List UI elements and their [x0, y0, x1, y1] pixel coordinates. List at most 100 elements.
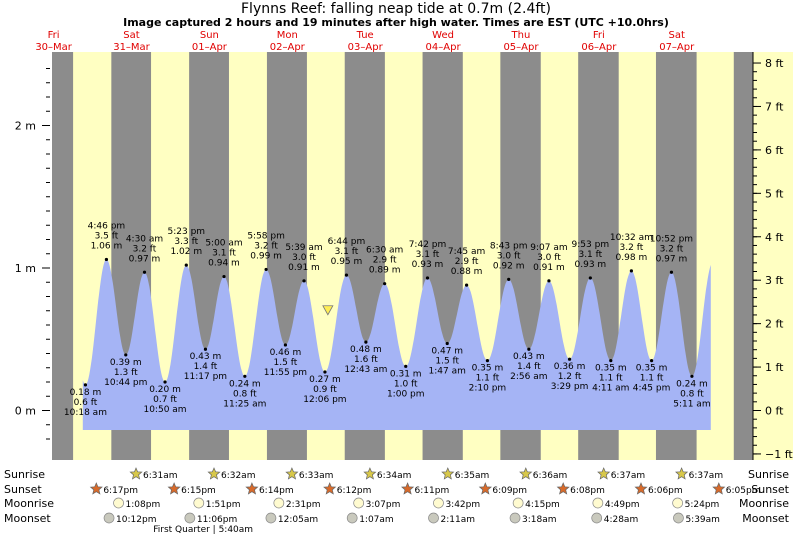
extreme-metres: 0.18 m [70, 388, 102, 398]
extreme-time: 5:00 am [205, 239, 242, 249]
moonset-row-label-right: Moonset [742, 512, 789, 525]
extreme-metres: 0.89 m [369, 266, 401, 276]
extreme-feet: 2.9 ft [455, 257, 479, 267]
extreme-feet: 3.0 ft [537, 253, 561, 263]
extreme-feet: 3.1 ft [335, 247, 359, 257]
extreme-feet: 0.9 ft [313, 385, 337, 395]
day-of-week-label: Fri [48, 30, 60, 41]
moonset-icon [184, 512, 196, 524]
extreme-point [243, 374, 247, 378]
moonset-icon [103, 512, 115, 524]
extreme-time: 8:43 pm [490, 241, 528, 251]
extreme-feet: 3.2 ft [254, 241, 278, 251]
extreme-metres: 0.95 m [331, 257, 363, 267]
extreme-point [142, 270, 147, 274]
sunset-icon [245, 482, 259, 495]
date-label: 01–Apr [192, 42, 228, 53]
moonrise-row-label-right: Moonrise [739, 497, 789, 510]
moonset-time: 5:39am [685, 515, 720, 525]
extreme-feet: 3.0 ft [292, 253, 316, 263]
extreme-time: 7:42 pm [409, 240, 447, 250]
date-label: 04–Apr [426, 42, 462, 53]
extreme-metres: 0.94 m [208, 259, 240, 269]
moonrise-icon [113, 497, 124, 509]
extreme-time: 3:29 pm [551, 382, 589, 392]
right-tick-label: −1 ft [765, 448, 793, 461]
extreme-metres: 0.97 m [129, 254, 161, 264]
axis-ticks: 0 m 1 m 2 m −1 ft 0 ft 1 ft 2 ft 3 ft 4 ft 5 ft 6 … [15, 52, 793, 461]
extreme-metres: 0.88 m [451, 267, 483, 277]
extreme-feet: 3.2 ft [660, 244, 684, 254]
extreme-metres: 0.35 m [595, 364, 627, 374]
sunrise-time: 6:35am [455, 471, 490, 481]
extreme-feet: 1.4 ft [517, 362, 541, 372]
extreme-metres: 0.43 m [513, 352, 545, 362]
extreme-point [264, 267, 268, 272]
moonrise-time: 3:42pm [445, 500, 480, 510]
moonset-icon [265, 512, 277, 524]
sunrise-time: 6:33am [299, 471, 334, 481]
extreme-point [364, 340, 368, 344]
extreme-feet: 3.2 ft [133, 244, 157, 254]
right-tick-label: 0 ft [765, 405, 784, 418]
extreme-time: 10:50 am [143, 405, 186, 415]
extreme-feet: 0.6 ft [74, 398, 98, 408]
extreme-point [547, 279, 551, 283]
sunrise-icon [285, 467, 299, 480]
left-tick-label: 0 m [15, 405, 36, 418]
sunset-row-label-left: Sunset [4, 483, 42, 496]
extreme-feet: 1.6 ft [354, 355, 378, 365]
extreme-feet: 0.8 ft [233, 389, 257, 399]
sunset-time: 6:17pm [103, 486, 138, 496]
moonrise-icon [433, 497, 444, 509]
right-tick-label: 2 ft [765, 318, 784, 331]
chart-title: Flynns Reef: falling neap tide at 0.7m (… [241, 1, 551, 17]
sunset-icon [401, 482, 415, 495]
extreme-metres: 0.92 m [493, 261, 525, 271]
extreme-metres: 0.46 m [270, 348, 302, 358]
extreme-metres: 0.20 m [149, 385, 181, 395]
extreme-time: 5:11 am [673, 399, 710, 409]
moonrise-time: 3:07pm [366, 500, 401, 510]
extreme-metres: 0.93 m [412, 260, 444, 270]
current-tide-marker [322, 305, 334, 316]
extreme-labels: 10:18 am0.6 ft0.18 m 4:46 pm3.5 ft1.06 m 1… [64, 221, 711, 417]
extreme-metres: 1.06 m [91, 241, 123, 251]
sunset-icon [323, 482, 337, 495]
extreme-metres: 0.36 m [554, 362, 586, 372]
moonrise-icon [353, 497, 365, 509]
extreme-metres: 0.35 m [636, 364, 668, 374]
sunrise-icon [207, 467, 221, 480]
chart-subtitle: Image captured 2 hours and 19 minutes af… [123, 16, 669, 29]
left-tick-label: 2 m [15, 120, 36, 133]
extreme-metres: 0.31 m [390, 369, 422, 379]
moonset-icon [673, 512, 684, 524]
moonset-icon [509, 512, 521, 524]
extreme-time: 4:30 am [126, 234, 163, 244]
extreme-point [344, 273, 349, 277]
sunrise-row-label-right: Sunrise [748, 468, 789, 481]
extreme-metres: 0.98 m [616, 253, 648, 263]
extreme-point [83, 383, 88, 387]
day-of-week-label: Thu [511, 30, 531, 41]
moon-phase-label: First Quarter | 5:40am [153, 525, 253, 535]
extreme-feet: 3.1 ft [212, 249, 236, 259]
extreme-metres: 0.24 m [676, 379, 708, 389]
moonset-icon [591, 512, 603, 524]
extreme-point [163, 380, 167, 384]
extreme-point [302, 279, 306, 283]
extreme-time: 12:43 am [344, 365, 387, 375]
extreme-time: 9:07 am [530, 243, 567, 253]
date-label: 06–Apr [581, 42, 617, 53]
extreme-point [323, 370, 327, 374]
extreme-time: 2:10 pm [469, 384, 507, 394]
extreme-point [567, 357, 572, 361]
day-of-week-label: Wed [432, 30, 454, 41]
day-labels: Fri30–MarSat31–MarSun01–AprMon02–AprTue0… [35, 30, 695, 53]
extreme-feet: 1.1 ft [640, 374, 664, 384]
sunset-row-label-right: Sunset [751, 483, 789, 496]
extreme-time: 6:30 am [366, 246, 403, 256]
day-of-week-label: Sat [669, 30, 685, 41]
extreme-point [588, 276, 592, 280]
